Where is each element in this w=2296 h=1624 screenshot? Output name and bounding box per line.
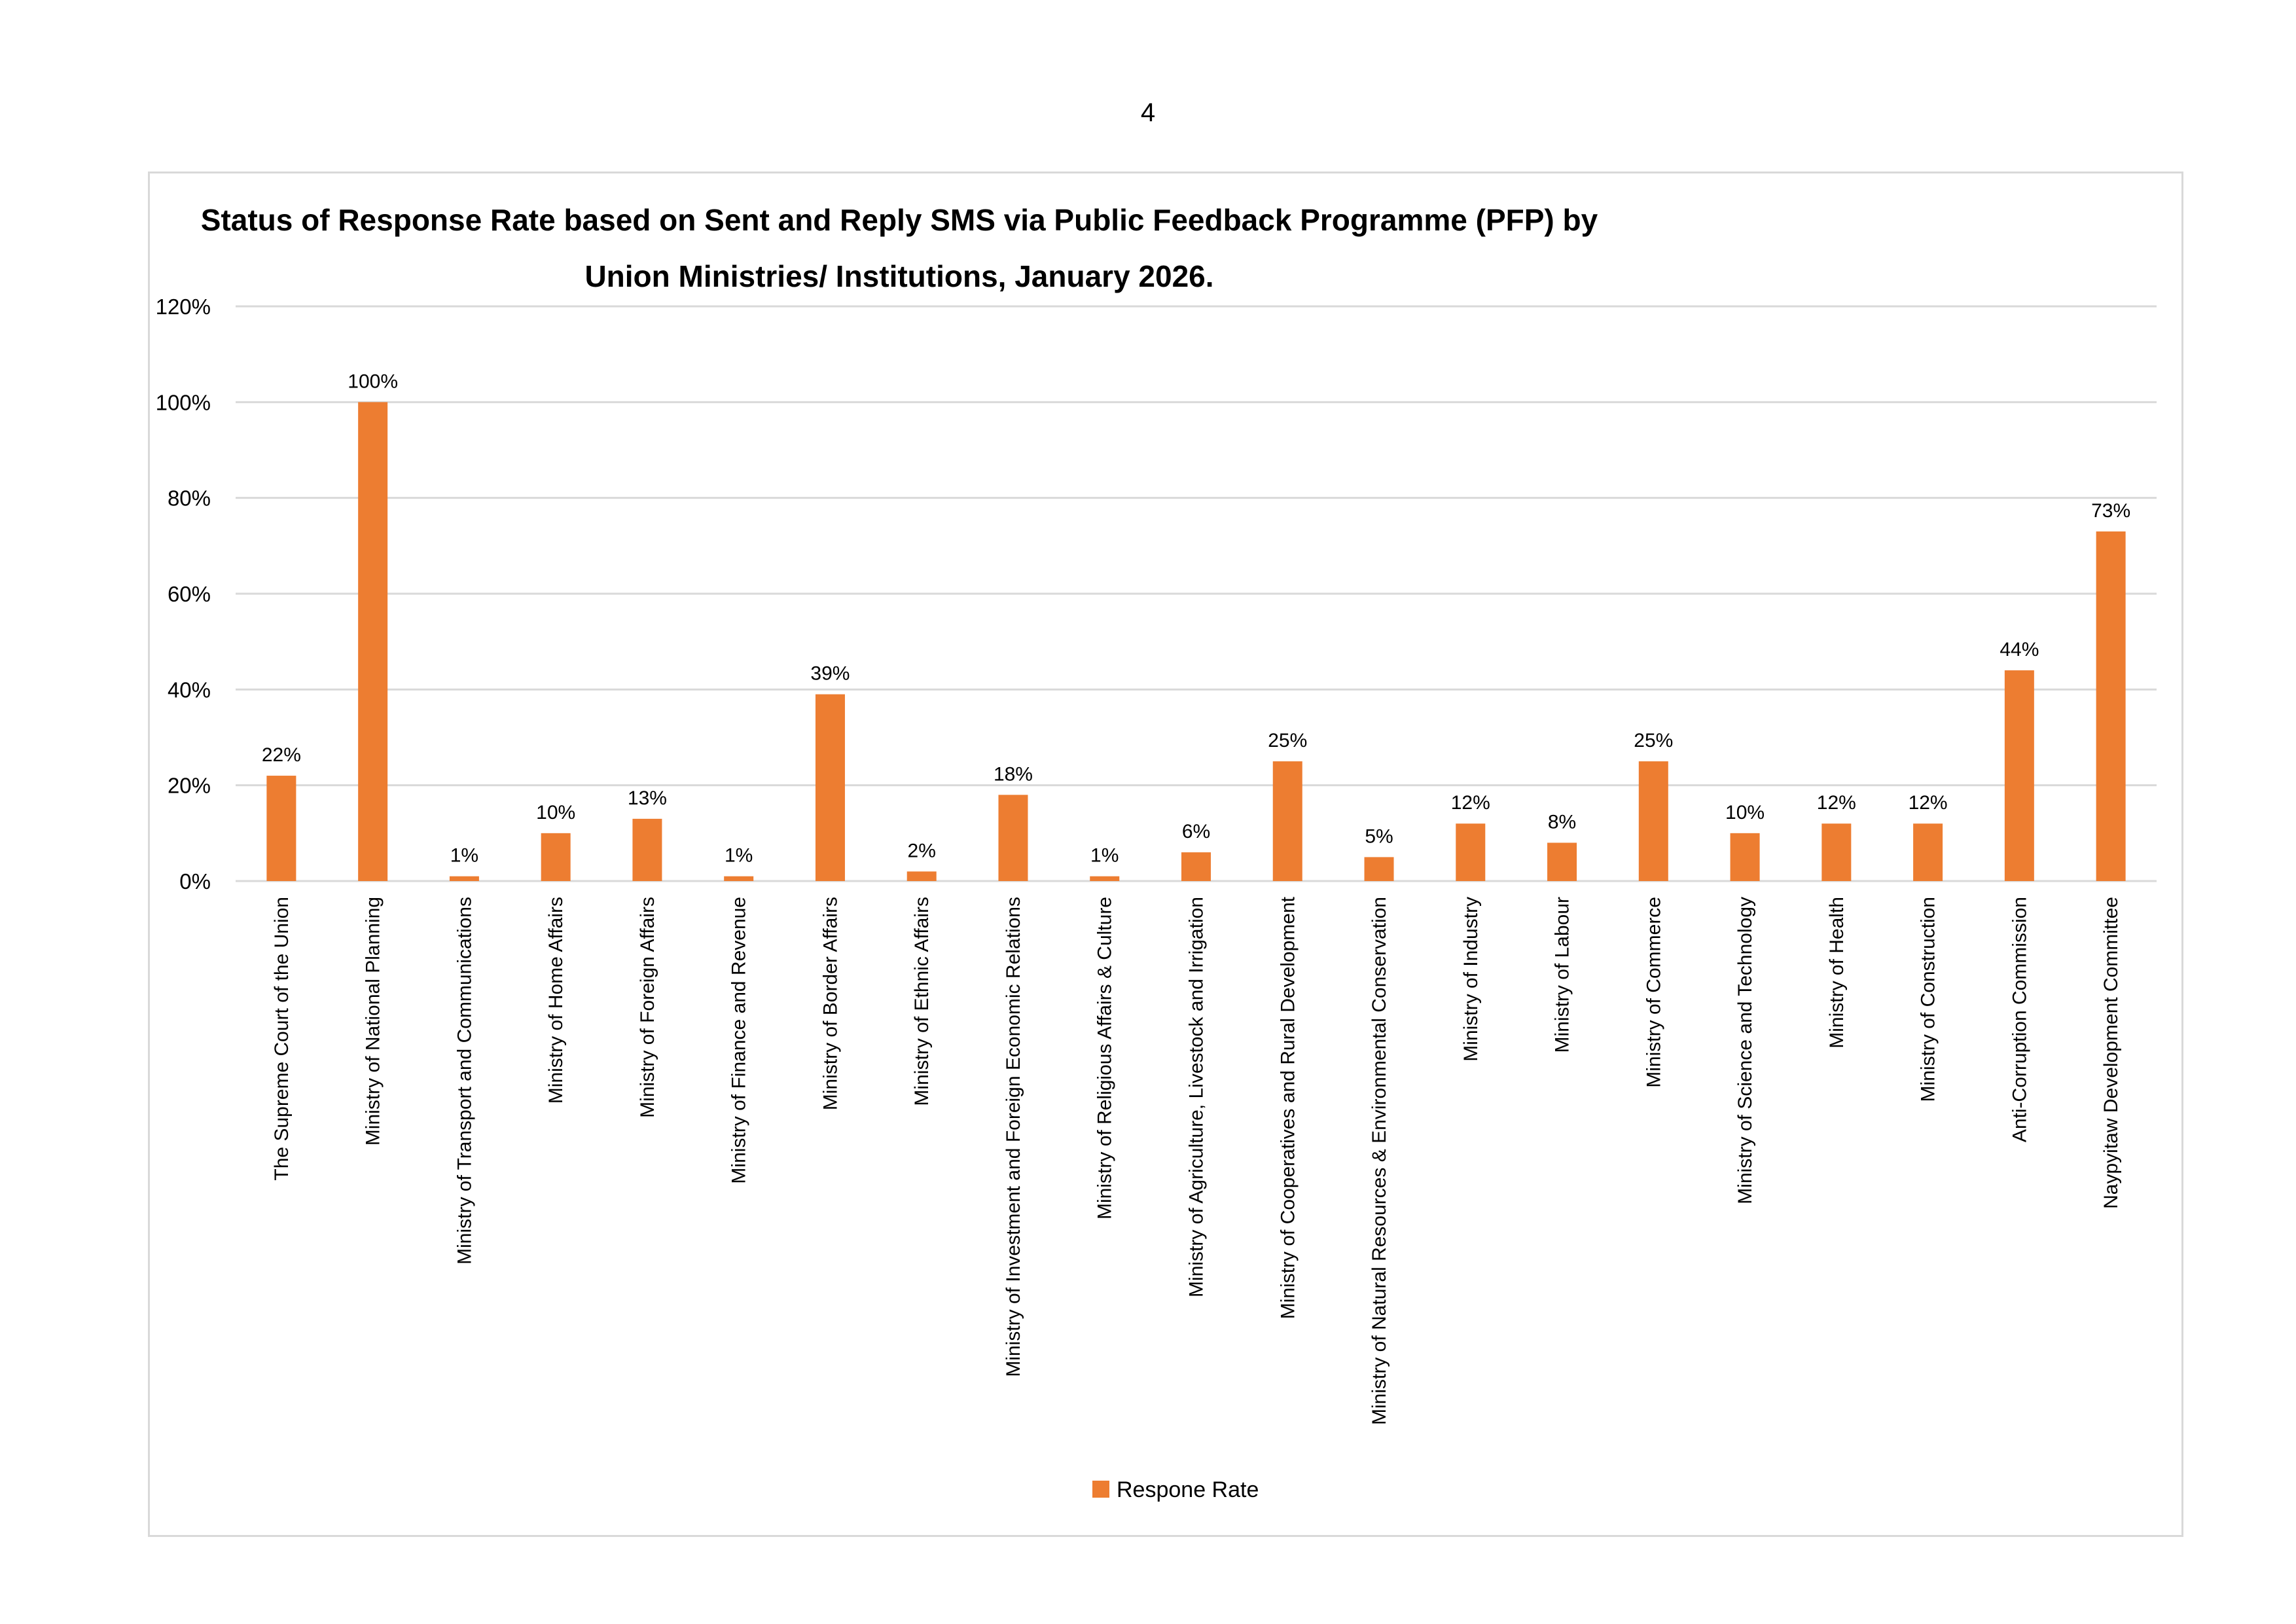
data-label: 1% <box>1090 845 1119 867</box>
bars <box>266 402 2126 881</box>
y-tick-label: 0% <box>179 869 211 893</box>
bar <box>1547 842 1577 881</box>
data-label: 8% <box>1548 811 1576 833</box>
data-label: 25% <box>1268 730 1307 751</box>
category-label: Naypyitaw Development Committee <box>2100 897 2122 1209</box>
bar <box>2096 531 2126 881</box>
data-label: 73% <box>2091 500 2130 522</box>
legend-swatch <box>1092 1481 1109 1498</box>
category-label: Ministry of Transport and Communications <box>454 897 475 1265</box>
category-label: Ministry of Labour <box>1552 897 1573 1053</box>
bar <box>724 876 754 881</box>
legend-label: Respone Rate <box>1117 1477 1259 1502</box>
data-label: 25% <box>1634 730 1673 751</box>
y-tick-label: 100% <box>156 390 211 414</box>
category-label: Ministry of Industry <box>1460 897 1482 1062</box>
data-label: 18% <box>994 763 1033 785</box>
category-label: Ministry of Investment and Foreign Econo… <box>1003 897 1024 1377</box>
bar <box>358 402 388 881</box>
bar <box>1821 823 1852 881</box>
data-label: 10% <box>536 802 575 823</box>
category-label: Ministry of National Planning <box>363 897 384 1146</box>
category-label: Ministry of Foreign Affairs <box>637 897 658 1118</box>
data-label: 2% <box>908 840 936 861</box>
bar <box>541 833 571 881</box>
y-tick-label: 80% <box>168 486 211 511</box>
bar <box>1456 823 1486 881</box>
bar <box>1181 852 1211 881</box>
category-label: Anti-Corruption Commission <box>2009 897 2030 1142</box>
category-label: Ministry of Science and Technology <box>1734 897 1756 1204</box>
data-label: 6% <box>1182 821 1210 842</box>
bar <box>449 876 479 881</box>
bar <box>632 818 662 881</box>
data-label: 12% <box>1451 792 1490 814</box>
data-labels: 22% 100% 1% 10% 13% 1% 39% 2% 18% 1% 6% 25% 5% 12% 8% 2… <box>262 370 2130 866</box>
category-label: Ministry of Religious Affairs & Culture <box>1094 897 1116 1219</box>
data-label: 12% <box>1909 792 1948 814</box>
y-tick-label: 20% <box>168 774 211 798</box>
data-label: 13% <box>628 787 667 809</box>
bar <box>1272 761 1302 881</box>
data-label: 10% <box>1725 802 1765 823</box>
bar <box>906 871 937 881</box>
page-number: 4 <box>1140 98 1156 127</box>
category-label: Ministry of Agriculture, Livestock and I… <box>1186 897 1208 1297</box>
category-label: Ministry of Health <box>1826 897 1848 1049</box>
category-labels: The Supreme Court of the Union Ministry o… <box>271 896 2122 1425</box>
category-label: Ministry of Home Affairs <box>545 897 567 1104</box>
category-label: Ministry of Ethnic Affairs <box>911 897 933 1106</box>
chart-title-line-2: Union Ministries/ Institutions, January … <box>584 259 1213 293</box>
category-label: Ministry of Border Affairs <box>819 897 841 1110</box>
data-label: 22% <box>262 744 301 766</box>
data-label: 1% <box>450 845 478 867</box>
category-label: Ministry of Finance and Revenue <box>728 897 750 1184</box>
category-label: Ministry of Construction <box>1918 897 1939 1102</box>
legend: Respone Rate <box>1092 1477 1259 1502</box>
chart-title-line-1: Status of Response Rate based on Sent an… <box>201 203 1598 237</box>
bar <box>815 694 845 881</box>
data-label: 1% <box>725 845 753 867</box>
y-axis-tick-labels: 0% 20% 40% 60% 80% 100% 120% <box>156 295 211 893</box>
data-label: 12% <box>1817 792 1856 814</box>
category-label: Ministry of Natural Resources & Environm… <box>1369 897 1390 1425</box>
bar <box>1638 761 1668 881</box>
category-label: The Supreme Court of the Union <box>271 897 293 1181</box>
y-tick-label: 120% <box>156 295 211 319</box>
data-label: 44% <box>2000 639 2039 660</box>
bar <box>2004 670 2034 881</box>
data-label: 5% <box>1365 825 1393 847</box>
bar <box>1730 833 1760 881</box>
bar <box>266 776 296 881</box>
bar <box>1913 823 1943 881</box>
bar <box>1364 857 1394 881</box>
category-label: Ministry of Cooperatives and Rural Devel… <box>1277 896 1299 1319</box>
data-label: 100% <box>348 370 398 392</box>
data-label: 39% <box>810 663 850 685</box>
category-label: Ministry of Commerce <box>1643 897 1664 1088</box>
bar <box>1090 876 1120 881</box>
y-tick-label: 40% <box>168 677 211 702</box>
y-tick-label: 60% <box>168 582 211 606</box>
gridlines <box>236 305 2157 882</box>
bar <box>998 795 1028 881</box>
